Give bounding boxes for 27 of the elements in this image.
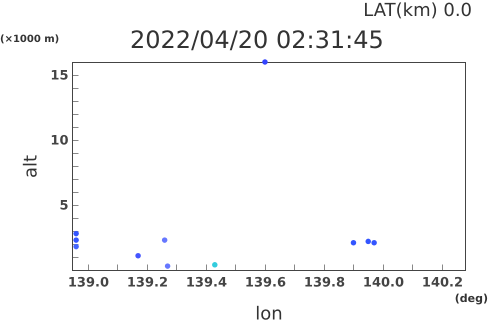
point: [73, 230, 79, 236]
point: [212, 262, 218, 268]
point: [135, 252, 141, 258]
x-tick-label: 140.0: [362, 276, 404, 290]
text: (×1000 m): [0, 34, 60, 45]
chart-subtitle: LAT(km) 0.0: [363, 0, 472, 21]
x-tick-label: 139.8: [304, 276, 346, 290]
y-axis-title: alt: [20, 154, 42, 178]
point: [262, 59, 268, 65]
point: [73, 244, 79, 250]
point: [162, 237, 168, 243]
x-tick-label: 139.6: [244, 276, 286, 290]
chart-title: 2022/04/20 02:31:45: [130, 26, 384, 54]
point: [73, 237, 79, 243]
x-tick-label: 140.2: [422, 276, 464, 290]
y-tick-label: 15: [50, 68, 68, 84]
point: [371, 240, 377, 246]
text: (deg): [454, 292, 488, 305]
point: [350, 240, 356, 246]
x-tick-label: 139.2: [126, 276, 168, 290]
point: [164, 263, 170, 269]
y-tick-label: 10: [50, 134, 68, 148]
y-tick-label: 5: [59, 198, 68, 214]
x-tick-label: 139.0: [68, 276, 109, 290]
x-tick-label: 139.4: [186, 276, 228, 290]
point: [365, 238, 371, 244]
x-axis-title: lon: [255, 304, 283, 324]
